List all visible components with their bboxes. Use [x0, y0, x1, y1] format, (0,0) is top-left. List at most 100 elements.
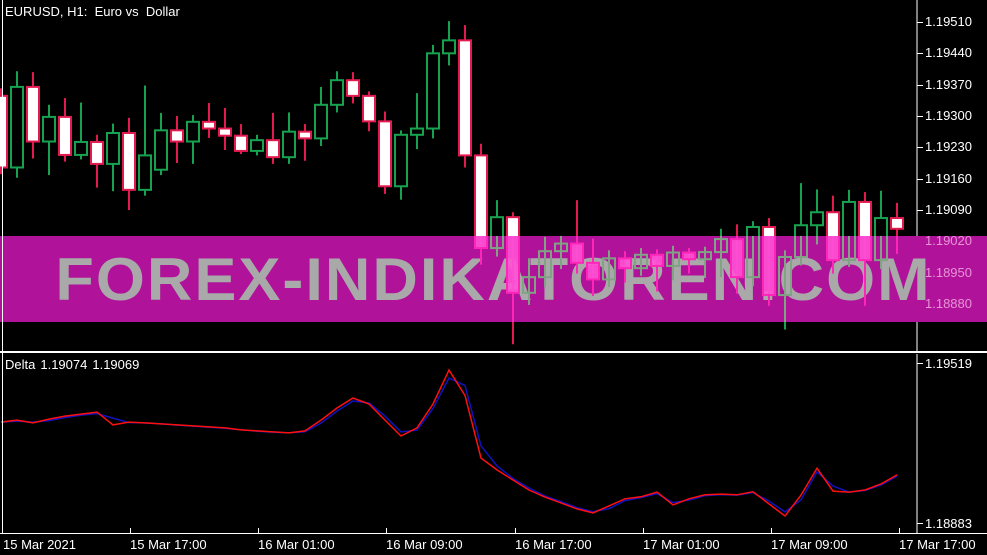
candle: [346, 72, 360, 104]
bull-candle-body: [714, 238, 728, 254]
bull-candle-body: [442, 39, 456, 55]
candle: [42, 104, 56, 176]
candle: [138, 85, 152, 196]
delta-axis-label: 1.18883: [925, 515, 972, 531]
chart-left-frame: [2, 0, 3, 533]
bear-candle-body: [202, 120, 216, 130]
bull-candle-body: [602, 257, 616, 281]
price-axis-label: 1.19440: [925, 45, 972, 61]
candle: [570, 236, 584, 274]
bear-candle-body: [298, 130, 312, 140]
candle: [394, 130, 408, 200]
bear-candle-body: [474, 154, 488, 250]
bear-candle-body: [730, 238, 744, 279]
candle: [618, 251, 632, 283]
time-axis-label: 16 Mar 01:00: [258, 537, 335, 552]
bull-candle-body: [42, 115, 56, 143]
candle: [410, 93, 424, 150]
candle: [442, 21, 456, 66]
bull-candle-body: [634, 253, 648, 270]
candle: [714, 236, 728, 278]
panel-separator[interactable]: [0, 351, 987, 353]
bear-candle-body: [858, 236, 872, 262]
bull-candle-body: [842, 236, 856, 262]
bull-candle-body: [666, 251, 680, 267]
candle: [458, 25, 472, 168]
price-axis-label: 1.19300: [925, 108, 972, 123]
price-axis-label: 1.19370: [925, 76, 972, 92]
watermark-band: FOREX-INDIKATOREN.COM: [0, 236, 987, 322]
price-axis-label: 1.19510: [925, 14, 972, 29]
time-axis-label: 16 Mar 09:00: [386, 537, 463, 552]
delta-axis-label: 1.19519: [925, 355, 972, 371]
bull-candle-body: [810, 211, 824, 227]
bear-candle-body: [346, 79, 360, 97]
candle: [554, 236, 568, 270]
delta-indicator-canvas[interactable]: [0, 354, 987, 533]
bear-candle-body: [170, 129, 184, 143]
bear-candle-body: [122, 132, 136, 191]
candle: [250, 134, 264, 156]
time-axis-label: 15 Mar 17:00: [130, 537, 207, 552]
candle: [698, 246, 712, 279]
candle: [826, 236, 840, 274]
bull-candle-body: [138, 154, 152, 191]
time-axis-label: 15 Mar 2021: [3, 537, 76, 552]
candle: [746, 236, 760, 287]
bear-candle-body: [234, 134, 248, 152]
symbol-title: EURUSD, H1: Euro vs Dollar: [5, 4, 180, 19]
candle: [282, 112, 296, 164]
candle: [10, 71, 24, 178]
bear-candle-body: [378, 120, 392, 188]
bull-candle-body: [778, 256, 792, 297]
candle: [154, 112, 168, 176]
candle: [74, 102, 88, 160]
bull-candle-body: [698, 251, 712, 261]
candle: [314, 86, 328, 146]
time-tick: [899, 528, 900, 533]
candle: [666, 245, 680, 281]
bear-candle-body: [650, 253, 664, 267]
indicator-value-1: 1.19074: [40, 357, 88, 372]
candle: [896, 236, 898, 254]
candle: [816, 236, 818, 245]
bull-candle-body: [186, 120, 200, 143]
bear-candle-body: [474, 236, 488, 250]
bear-candle-body: [826, 236, 840, 262]
time-tick: [386, 528, 387, 533]
bear-candle-body: [570, 242, 584, 264]
time-axis-line: [0, 533, 987, 534]
price-axis-label: 1.19090: [925, 202, 972, 217]
candle: [362, 91, 376, 132]
bull-candle-body: [10, 85, 24, 169]
bull-candle-body: [154, 129, 168, 171]
candle: [234, 124, 248, 155]
candle: [778, 250, 792, 322]
bear-candle-body: [362, 94, 376, 123]
candle: [506, 236, 520, 322]
bull-candle-body: [874, 236, 888, 262]
candle: [202, 103, 216, 138]
bull-candle-body: [746, 236, 760, 279]
candle: [474, 143, 488, 265]
candle: [266, 112, 280, 164]
candle: [378, 111, 392, 194]
bear-candle-body: [762, 236, 776, 297]
candle: [170, 116, 184, 163]
price-axis-label: 1.18880: [925, 296, 972, 311]
candle: [298, 124, 312, 161]
candle: [858, 236, 872, 306]
bull-candle-body: [522, 276, 536, 294]
time-axis-label: 16 Mar 17:00: [515, 537, 592, 552]
candle: [586, 238, 600, 296]
bull-candle-body: [426, 52, 440, 130]
candle: [58, 98, 72, 162]
delta-slow-line: [0, 377, 898, 513]
time-axis-label: 17 Mar 09:00: [771, 537, 848, 552]
candle: [602, 250, 616, 287]
candle: [474, 236, 488, 265]
time-tick: [515, 528, 516, 533]
delta-fast-line: [0, 368, 898, 518]
candle: [186, 115, 200, 164]
bull-candle-body: [490, 236, 504, 250]
